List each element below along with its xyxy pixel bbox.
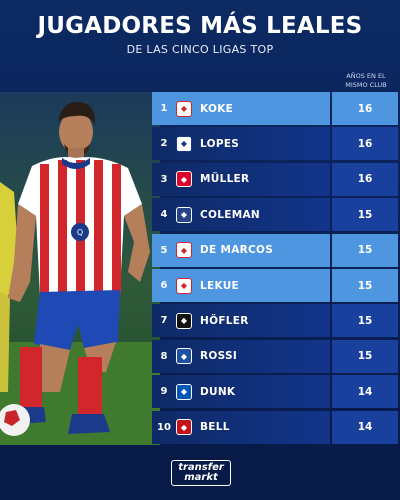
years-at-club: 15 xyxy=(332,269,398,302)
player-name: COLEMAN xyxy=(200,208,260,221)
years-at-club: 15 xyxy=(332,233,398,267)
athletic-crest-icon: ◆ xyxy=(176,242,192,259)
ranking-row: 6 ◆ LEKUE 15 xyxy=(152,269,398,302)
logo-line-2: markt xyxy=(184,472,218,483)
rank-number: 2 xyxy=(160,138,168,150)
ranking-row-player-cell: 3 ◆ MÜLLER xyxy=(152,162,330,196)
player-name: BELL xyxy=(200,421,230,434)
ranking-row: 7 ◆ HÖFLER 15 xyxy=(152,304,398,338)
years-at-club: 16 xyxy=(332,127,398,161)
ranking-row-player-cell: 9 ◆ DUNK xyxy=(152,375,330,409)
years-at-club: 16 xyxy=(332,162,398,196)
ranking-row-player-cell: 5 ◆ DE MARCOS xyxy=(152,233,330,267)
rank-number: 3 xyxy=(160,173,168,185)
player-photo-illustration: Q xyxy=(0,92,160,445)
ranking-row-player-cell: 4 ◆ COLEMAN xyxy=(152,198,330,232)
years-at-club: 15 xyxy=(332,198,398,232)
svg-text:Q: Q xyxy=(77,228,83,237)
mainz-crest-icon: ◆ xyxy=(176,419,192,436)
atletico-crest-icon: ◆ xyxy=(176,100,192,117)
years-column-header: AÑOS EN EL MISMO CLUB xyxy=(345,72,387,89)
transfermarkt-logo: transfer markt xyxy=(171,460,231,486)
years-at-club: 14 xyxy=(332,375,398,409)
player-name: KOKE xyxy=(200,102,234,115)
bayern-crest-icon: ◆ xyxy=(176,171,192,188)
player-name: LEKUE xyxy=(200,279,240,292)
freiburg-crest-icon: ◆ xyxy=(176,312,192,329)
player-name: DE MARCOS xyxy=(200,244,274,257)
ranking-row: 3 ◆ MÜLLER 16 xyxy=(152,162,398,196)
rank-number: 8 xyxy=(160,350,168,362)
page-title: JUGADORES MÁS LEALES xyxy=(37,13,363,39)
player-name: HÖFLER xyxy=(200,314,249,327)
player-photo: Q xyxy=(0,92,160,445)
ranking-row-player-cell: 2 ◆ LOPES xyxy=(152,127,330,161)
rank-number: 7 xyxy=(160,315,168,327)
years-at-club: 16 xyxy=(332,92,398,125)
years-at-club: 15 xyxy=(332,339,398,373)
ranking-row-player-cell: 1 ◆ KOKE xyxy=(152,92,330,125)
lyon-crest-icon: ◆ xyxy=(176,135,192,152)
ranking-row: 1 ◆ KOKE 16 xyxy=(152,92,398,125)
rank-number: 1 xyxy=(160,103,168,114)
player-name: LOPES xyxy=(200,137,240,150)
brighton-crest-icon: ◆ xyxy=(176,383,192,400)
ranking-row-player-cell: 8 ◆ ROSSI xyxy=(152,339,330,373)
rank-number: 9 xyxy=(160,386,168,398)
rank-number: 4 xyxy=(160,209,168,221)
ranking-row: 10 ◆ BELL 14 xyxy=(152,410,398,444)
player-name: DUNK xyxy=(200,385,236,398)
ranking-row: 5 ◆ DE MARCOS 15 xyxy=(152,233,398,267)
athletic-crest-icon: ◆ xyxy=(176,277,192,294)
atalanta-crest-icon: ◆ xyxy=(176,348,192,365)
ranking-row: 8 ◆ ROSSI 15 xyxy=(152,339,398,373)
ranking-row-player-cell: 10 ◆ BELL xyxy=(152,410,330,444)
ranking-row-player-cell: 7 ◆ HÖFLER xyxy=(152,304,330,338)
ranking-row: 2 ◆ LOPES 16 xyxy=(152,127,398,161)
player-name: MÜLLER xyxy=(200,173,250,186)
years-at-club: 15 xyxy=(332,304,398,338)
logo-line-1: transfer xyxy=(178,462,224,473)
rank-number: 5 xyxy=(160,244,168,256)
rank-number: 6 xyxy=(160,280,168,291)
ranking-row: 9 ◆ DUNK 14 xyxy=(152,375,398,409)
ranking-row: 4 ◆ COLEMAN 15 xyxy=(152,198,398,232)
years-at-club: 14 xyxy=(332,410,398,444)
rank-number: 10 xyxy=(157,421,171,433)
page-subtitle: DE LAS CINCO LIGAS TOP xyxy=(126,43,274,56)
everton-crest-icon: ◆ xyxy=(176,206,192,223)
ranking-row-player-cell: 6 ◆ LEKUE xyxy=(152,269,330,302)
player-name: ROSSI xyxy=(200,350,238,363)
